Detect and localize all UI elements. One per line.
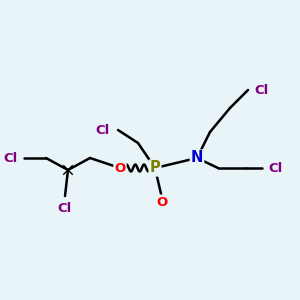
- Text: O: O: [156, 196, 168, 208]
- Text: O: O: [114, 161, 126, 175]
- Text: Cl: Cl: [4, 152, 18, 164]
- Text: Cl: Cl: [58, 202, 72, 215]
- Text: P: P: [150, 160, 160, 175]
- Text: Cl: Cl: [254, 83, 268, 97]
- Text: Cl: Cl: [268, 161, 282, 175]
- Text: N: N: [191, 151, 203, 166]
- Text: Cl: Cl: [96, 124, 110, 136]
